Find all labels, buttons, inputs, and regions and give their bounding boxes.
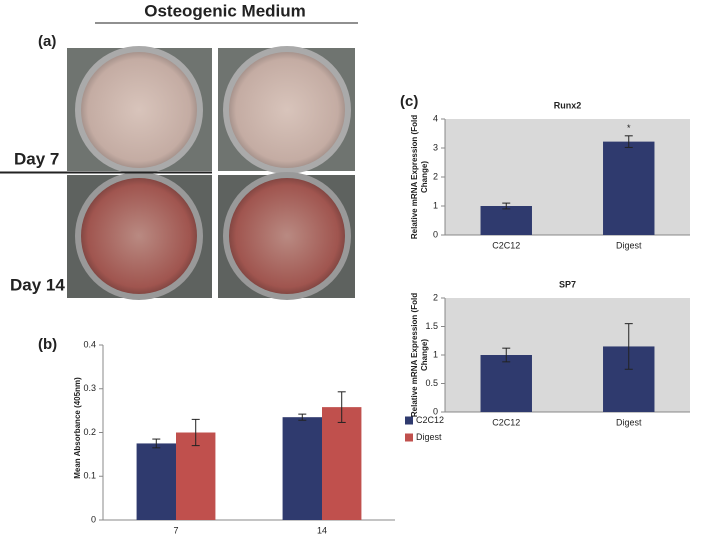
row-label: Day 14 (10, 275, 65, 294)
bar (480, 355, 532, 412)
y-tick-label: 0.5 (425, 378, 438, 388)
y-tick-label: 0.2 (83, 427, 96, 437)
y-tick-label: 1 (433, 200, 438, 210)
y-tick-label: 0.3 (83, 383, 96, 393)
legend-swatch (405, 416, 413, 425)
y-tick-label: 0.4 (83, 339, 96, 349)
panel-label: (c) (400, 93, 418, 110)
y-tick-label: 1.5 (425, 321, 438, 331)
annotation: * (627, 123, 631, 133)
y-axis-label: Relative mRNA Expression (Fold Change) (410, 114, 429, 240)
y-tick-label: 0 (433, 406, 438, 416)
y-tick-label: 0 (91, 514, 96, 524)
error-bar (191, 418, 200, 447)
y-tick-label: 2 (433, 292, 438, 302)
y-tick-label: 3 (433, 142, 438, 152)
error-bar (502, 202, 511, 210)
error-bar (298, 413, 307, 421)
y-tick-label: 0 (433, 229, 438, 239)
row-label: Day 7 (14, 149, 59, 168)
y-tick-label: 1 (433, 349, 438, 359)
error-bar (502, 347, 511, 363)
chart-title: SP7 (559, 279, 576, 289)
x-tick-label: 7 (173, 525, 178, 535)
bar (480, 206, 532, 235)
x-tick-label: C2C12 (492, 240, 520, 250)
error-bar (337, 391, 346, 423)
x-tick-label: Digest (616, 240, 642, 250)
bar (176, 432, 216, 520)
header: Osteogenic Medium (144, 1, 306, 20)
error-bar (624, 323, 633, 370)
photos (67, 46, 355, 300)
x-tick-label: 14 (317, 525, 327, 535)
bar (322, 407, 362, 520)
error-bar (624, 135, 633, 148)
bar (603, 141, 655, 235)
error-bar (152, 438, 161, 449)
x-tick-label: C2C12 (492, 417, 520, 427)
y-tick-label: 0.1 (83, 471, 96, 481)
panel-label: (a) (38, 33, 56, 50)
x-tick-label: Digest (616, 417, 642, 427)
legend-label: C2C12 (416, 415, 444, 425)
y-axis-label: Mean Absorbance (405nm) (73, 376, 82, 479)
bar (136, 443, 176, 520)
legend-label: Digest (416, 432, 442, 442)
y-tick-label: 4 (433, 113, 438, 123)
bar (282, 417, 322, 520)
y-axis-label: Relative mRNA Expression (Fold Change) (410, 292, 429, 418)
chart-title: Runx2 (554, 100, 582, 110)
panel-label: (b) (38, 336, 57, 353)
y-tick-label: 2 (433, 171, 438, 181)
legend-swatch (405, 433, 413, 442)
